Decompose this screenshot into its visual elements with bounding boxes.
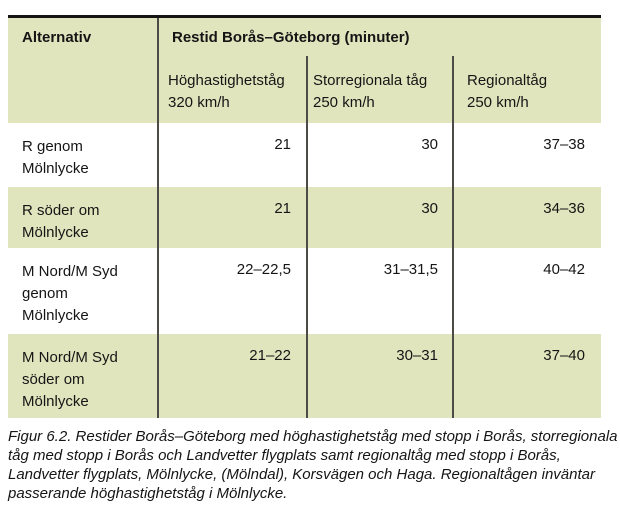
row-label-line: R söder om bbox=[22, 202, 100, 219]
column-divider bbox=[452, 56, 454, 418]
cell-value: 40–42 bbox=[543, 261, 585, 278]
cell-value: 21–22 bbox=[249, 347, 291, 364]
row-label-line: R genom bbox=[22, 138, 83, 155]
cell-value: 30 bbox=[421, 136, 438, 153]
caption-line: tåg med stopp i Borås och Landvetter fly… bbox=[8, 447, 561, 464]
column-divider bbox=[306, 56, 308, 418]
row-label-line: Mölnlycke bbox=[22, 307, 89, 324]
table-row: M Nord/M Syd söder om Mölnlycke 21–22 30… bbox=[8, 334, 601, 418]
caption-line: Landvetter flygplats, Mölnlycke, (Mölnda… bbox=[8, 466, 595, 483]
row-label: M Nord/M Syd genom Mölnlycke bbox=[22, 261, 118, 327]
table-row: R söder om Mölnlycke 21 30 34–36 bbox=[8, 187, 601, 248]
column-header-line: Storregionala tåg bbox=[313, 72, 428, 89]
column-header-line: 250 km/h bbox=[467, 94, 529, 111]
row-label: R genom Mölnlycke bbox=[22, 136, 89, 180]
row-label-line: söder om bbox=[22, 371, 85, 388]
column-header-line: 250 km/h bbox=[313, 94, 375, 111]
column-header-regionaltag: Regionaltåg 250 km/h bbox=[467, 70, 547, 114]
cell-value: 21 bbox=[274, 200, 291, 217]
row-label-line: M Nord/M Syd bbox=[22, 349, 118, 366]
row-label-line: Mölnlycke bbox=[22, 160, 89, 177]
column-header-alternativ: Alternativ bbox=[22, 29, 92, 46]
travel-time-table: Alternativ Restid Borås–Göteborg (minute… bbox=[8, 15, 601, 418]
cell-value: 31–31,5 bbox=[383, 261, 438, 278]
column-header-hoghastighetstag: Höghastighetståg 320 km/h bbox=[168, 70, 285, 114]
cell-value: 21 bbox=[274, 136, 291, 153]
table-row: R genom Mölnlycke 21 30 37–38 bbox=[8, 123, 601, 187]
caption-line: passerande höghastighetståg i Mölnlycke. bbox=[8, 485, 288, 502]
figure-caption: Figur 6.2. Restider Borås–Göteborg med h… bbox=[8, 427, 618, 503]
column-header-line: Regionaltåg bbox=[467, 72, 548, 89]
figure-6-2: Alternativ Restid Borås–Göteborg (minute… bbox=[8, 15, 601, 418]
table-header-row: Alternativ Restid Borås–Göteborg (minute… bbox=[8, 18, 601, 123]
row-label-line: Mölnlycke bbox=[22, 393, 89, 410]
cell-value: 30–31 bbox=[396, 347, 438, 364]
cell-value: 30 bbox=[421, 200, 438, 217]
cell-value: 37–40 bbox=[543, 347, 585, 364]
column-divider bbox=[157, 18, 159, 418]
caption-line: Figur 6.2. Restider Borås–Göteborg med h… bbox=[8, 428, 618, 445]
cell-value: 34–36 bbox=[543, 200, 585, 217]
cell-value: 22–22,5 bbox=[236, 261, 291, 278]
row-label-line: M Nord/M Syd bbox=[22, 263, 118, 280]
table-title: Restid Borås–Göteborg (minuter) bbox=[172, 29, 410, 46]
column-header-line: 320 km/h bbox=[168, 94, 230, 111]
cell-value: 37–38 bbox=[543, 136, 585, 153]
row-label-line: Mölnlycke bbox=[22, 224, 89, 241]
column-header-storregionala: Storregionala tåg 250 km/h bbox=[313, 70, 427, 114]
column-header-line: Höghastighetståg bbox=[168, 72, 285, 89]
row-label: M Nord/M Syd söder om Mölnlycke bbox=[22, 347, 118, 413]
table-row: M Nord/M Syd genom Mölnlycke 22–22,5 31–… bbox=[8, 248, 601, 334]
row-label: R söder om Mölnlycke bbox=[22, 200, 100, 244]
row-label-line: genom bbox=[22, 285, 68, 302]
